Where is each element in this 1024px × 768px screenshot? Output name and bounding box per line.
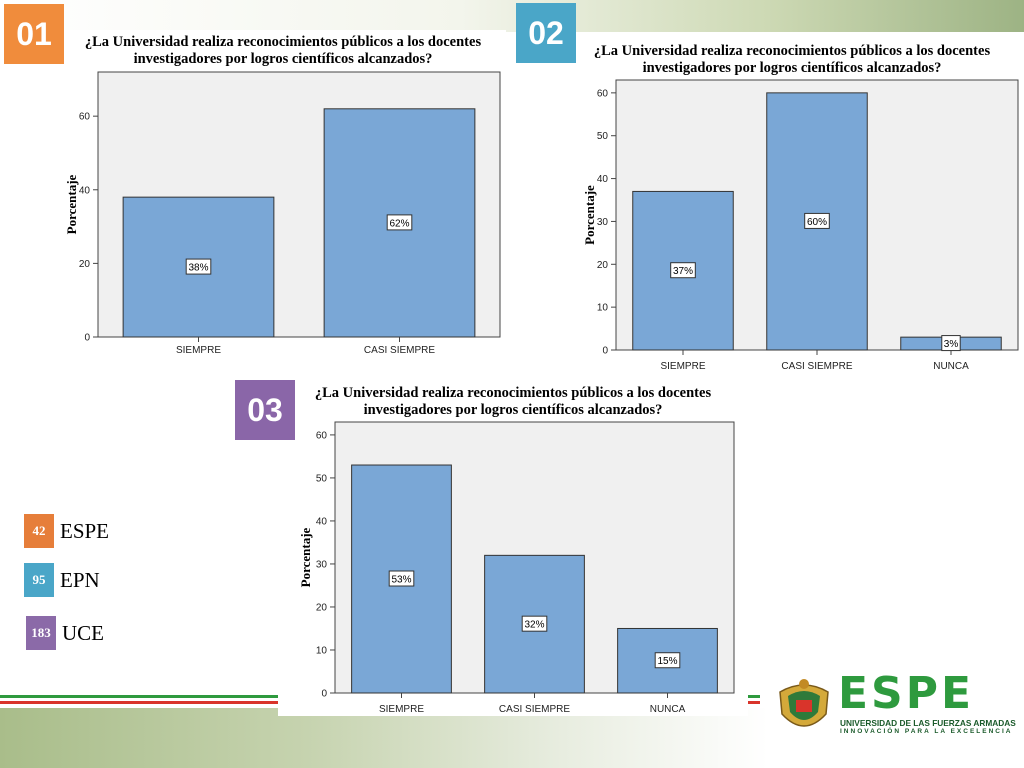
legend-count: 42 [24,514,54,548]
y-tick-label: 10 [316,645,328,656]
chart-panel-02: ¿La Universidad realiza reconocimientos … [560,40,1024,372]
x-tick-label: SIEMPRE [379,704,424,715]
data-label-box [804,212,830,229]
x-tick-label: CASI SIEMPRE [781,361,852,372]
chart-title-line: ¿La Universidad realiza reconocimientos … [84,34,482,50]
y-tick-label: 0 [84,333,90,344]
y-tick-label: 20 [316,602,328,613]
chart-title-line: ¿La Universidad realiza reconocimientos … [593,43,991,59]
y-tick-label: 0 [602,346,608,357]
chart-title-line: investigadores por logros científicos al… [642,60,942,76]
data-label-box [388,570,415,587]
espe-logo: ESPE UNIVERSIDAD DE LAS FUERZAS ARMADAS … [776,668,1016,740]
chart-panel-03: ¿La Universidad realiza reconocimientos … [278,382,748,716]
data-label: 3% [944,339,959,350]
data-label: 37% [673,266,693,277]
data-label-box [185,258,212,275]
y-tick-label: 60 [316,430,328,441]
x-tick-label: NUNCA [933,361,969,372]
x-tick-label: SIEMPRE [176,345,221,356]
legend-label: ESPE [60,518,110,543]
data-label-box [386,214,413,231]
x-tick-label: CASI SIEMPRE [364,345,435,356]
y-tick-label: 40 [597,174,609,185]
data-label: 62% [389,218,409,229]
y-tick-label: 10 [597,303,609,314]
y-tick-label: 50 [316,473,328,484]
chart-title-line: ¿La Universidad realiza reconocimientos … [314,385,712,401]
data-label: 38% [188,263,208,274]
data-label-box [670,262,696,279]
y-axis-label: Porcentaje [298,527,313,587]
legend-label: UCE [62,620,104,645]
chart-title-line: investigadores por logros científicos al… [363,402,663,418]
chart-title-line: investigadores por logros científicos al… [133,51,433,67]
data-label: 53% [391,575,411,586]
logo-line2: INNOVACIÓN PARA LA EXCELENCIA [840,728,1013,735]
x-tick-label: NUNCA [650,704,686,715]
y-tick-label: 60 [597,88,609,99]
y-tick-label: 60 [79,112,91,123]
data-label-box [654,652,681,669]
badge-03: 03 [235,380,295,440]
header-band [0,0,1024,32]
badge-01: 01 [4,4,64,64]
chart-panel-01: ¿La Universidad realiza reconocimientos … [60,30,506,365]
logo-wordmark: ESPE [838,668,975,719]
coat-of-arms-icon [779,679,829,727]
legend-item-epn: 95 EPN [24,563,100,597]
data-label-box [521,615,548,632]
y-tick-label: 40 [316,516,328,527]
logo-line1: UNIVERSIDAD DE LAS FUERZAS ARMADAS [840,718,1016,728]
chart-title-01: ¿La Universidad realiza reconocimientos … [60,34,506,68]
chart-title-02: ¿La Universidad realiza reconocimientos … [560,43,1024,77]
y-axis-label: Porcentaje [64,174,79,234]
y-axis-label: Porcentaje [582,185,597,245]
legend-item-uce: 183 UCE [26,616,104,650]
y-tick-label: 20 [597,260,609,271]
legend-count: 183 [26,616,56,650]
x-tick-label: SIEMPRE [660,361,705,372]
y-tick-label: 40 [79,185,91,196]
bar-chart-02: 0 10 20 30 40 50 60 Porcentaje 37% SIEMPRE 60% CASI… [582,79,1019,372]
data-label: 60% [807,217,827,228]
bar-chart-03: 0 10 20 30 40 50 60 Porcentaje 53% SIEMPRE 32% CASI… [298,421,735,715]
x-tick-label: CASI SIEMPRE [499,704,570,715]
y-tick-label: 30 [316,559,328,570]
legend-item-espe: 42 ESPE [24,514,109,548]
data-label-box [941,335,961,352]
legend-count: 95 [24,563,54,597]
y-tick-label: 20 [79,259,91,270]
y-tick-label: 0 [321,689,327,700]
y-tick-label: 50 [597,131,609,142]
y-tick-label: 30 [597,217,609,228]
chart-title-03: ¿La Universidad realiza reconocimientos … [278,385,748,419]
badge-02: 02 [516,3,576,63]
bar-chart-01: 0 20 40 60 Porcentaje 38% SIEMPRE 62% CASI SIEMP… [64,71,501,356]
legend-label: EPN [60,567,100,592]
data-label: 15% [657,656,677,667]
data-label: 32% [524,620,544,631]
